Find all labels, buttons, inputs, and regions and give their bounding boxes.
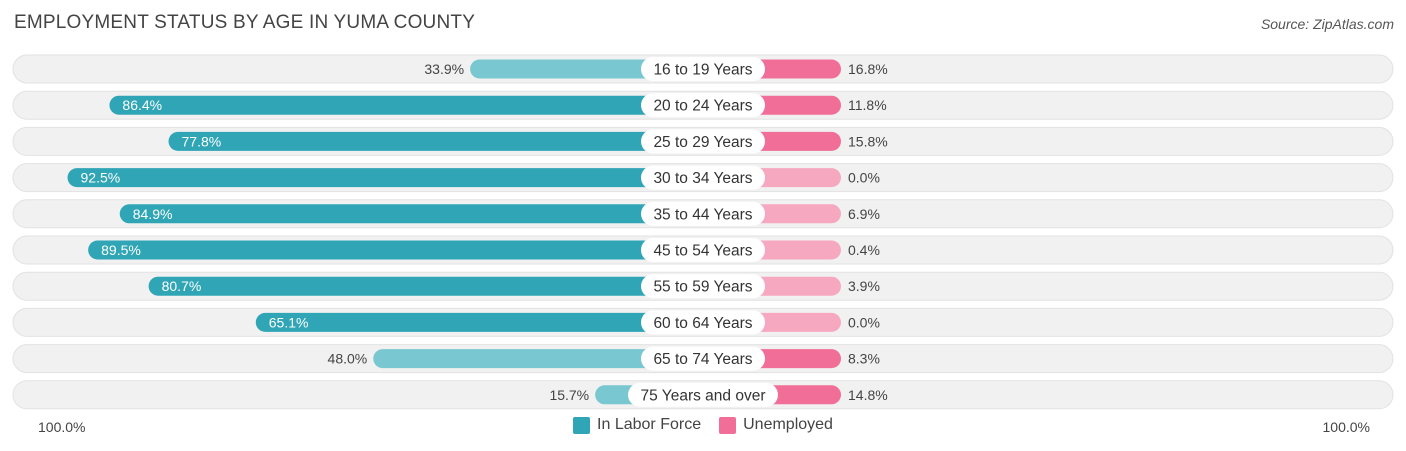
value-label-unemployed: 15.8%	[848, 133, 888, 149]
value-label-unemployed: 14.8%	[848, 387, 888, 403]
bar-labor-force	[88, 240, 703, 260]
legend-label-labor-force: In Labor Force	[597, 416, 702, 433]
category-label: 30 to 34 Years	[653, 170, 752, 187]
category-pill	[641, 346, 765, 371]
value-label-labor-force: 65.1%	[269, 314, 309, 330]
value-label-unemployed: 11.8%	[848, 97, 887, 113]
category-pill	[641, 310, 765, 335]
bar-labor-force	[255, 312, 703, 332]
value-label-labor-force: 80.7%	[162, 278, 202, 294]
value-label-labor-force: 15.7%	[549, 387, 589, 403]
value-label-labor-force: 89.5%	[101, 242, 141, 258]
value-label-unemployed: 8.3%	[848, 351, 880, 367]
value-label-labor-force: 86.4%	[122, 97, 162, 113]
chart-source: Source: ZipAtlas.com	[1260, 16, 1394, 32]
category-pill	[641, 165, 765, 190]
legend-swatch-labor-force	[573, 416, 591, 434]
legend-item-unemployed[interactable]: Unemployed	[719, 416, 833, 434]
category-label: 55 to 59 Years	[653, 279, 752, 296]
category-pill	[641, 274, 765, 299]
value-label-unemployed: 0.4%	[848, 242, 880, 258]
legend-swatch-unemployed	[719, 416, 737, 434]
category-pill	[641, 238, 765, 262]
chart-title: EMPLOYMENT STATUS BY AGE IN YUMA COUNTY	[14, 12, 476, 33]
bar-labor-force	[119, 204, 703, 224]
value-label-labor-force: 84.9%	[133, 206, 173, 222]
category-label: 60 to 64 Years	[653, 315, 752, 332]
category-pill	[641, 57, 765, 81]
legend: In Labor Force Unemployed	[0, 416, 1406, 434]
value-label-unemployed: 16.8%	[848, 61, 888, 77]
legend-label-unemployed: Unemployed	[743, 416, 833, 433]
category-label: 75 Years and over	[641, 387, 766, 404]
value-label-labor-force: 33.9%	[424, 61, 464, 77]
bar-labor-force	[109, 95, 703, 115]
category-label: 45 to 54 Years	[653, 243, 752, 260]
bar-labor-force	[373, 349, 703, 369]
value-label-unemployed: 6.9%	[848, 206, 880, 222]
bar-labor-force	[168, 131, 703, 151]
category-pill	[641, 129, 765, 154]
value-label-unemployed: 0.0%	[848, 170, 880, 186]
category-label: 20 to 24 Years	[653, 98, 752, 115]
category-label: 65 to 74 Years	[653, 351, 752, 368]
bar-labor-force	[148, 276, 703, 296]
value-label-labor-force: 92.5%	[81, 170, 121, 186]
category-label: 25 to 29 Years	[653, 134, 752, 151]
legend-item-labor-force[interactable]: In Labor Force	[573, 416, 701, 434]
bar-labor-force	[67, 168, 703, 188]
category-pill	[641, 201, 765, 226]
axis-right-label: 100.0%	[1322, 419, 1370, 435]
category-pill	[641, 93, 765, 118]
axis-left-label: 100.0%	[38, 419, 86, 435]
category-label: 16 to 19 Years	[653, 62, 752, 79]
category-label: 35 to 44 Years	[653, 206, 752, 223]
value-label-unemployed: 0.0%	[848, 314, 880, 330]
value-label-labor-force: 77.8%	[182, 133, 222, 149]
value-label-unemployed: 3.9%	[848, 278, 880, 294]
category-pill	[628, 382, 778, 407]
value-label-labor-force: 48.0%	[328, 351, 368, 367]
